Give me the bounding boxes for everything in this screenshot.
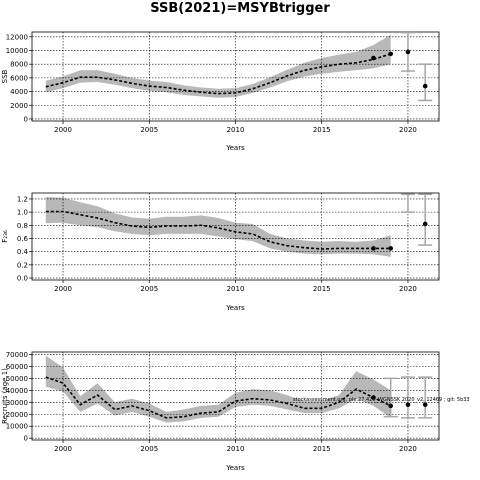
x-tick-label: 2015: [313, 285, 331, 293]
x-tick-label: 2000: [54, 285, 72, 293]
y-tick-label: 0.8: [17, 222, 28, 230]
x-tick-label: 2010: [227, 445, 245, 453]
forecast-point: [371, 395, 376, 400]
y-tick-label: 6000: [10, 74, 28, 82]
y-tick-label: 0: [24, 115, 28, 123]
forecast-point: [371, 55, 376, 61]
x-tick-label: 2000: [54, 445, 72, 453]
forecast-point: [422, 221, 428, 227]
x-tick-label: 2020: [399, 285, 417, 293]
y-tick-label: 0.4: [17, 248, 29, 256]
y-tick-label: 70000: [6, 351, 28, 359]
forecast-point: [422, 402, 428, 407]
x-tick-label: 2010: [227, 285, 245, 293]
x-axis-label: Years: [225, 464, 245, 472]
forecast-point: [388, 51, 394, 57]
y-tick-label: 30000: [6, 399, 28, 407]
x-tick-label: 2020: [399, 445, 417, 453]
forecast-point: [371, 246, 376, 251]
y-axis-label: Recruits (age 1): [1, 368, 9, 424]
y-tick-label: 10000: [6, 47, 28, 55]
estimate-line: [45, 53, 391, 95]
x-tick-label: 2005: [140, 445, 158, 453]
y-tick-label: 60000: [6, 363, 28, 371]
panel-recruitment: 2000 2005 2010 2015 2020 0 10000 20000 30000 4000…: [1, 351, 440, 472]
footnote: stockassessment.org, ple.27.420_WGNSSK 2…: [293, 397, 470, 403]
x-tick-label: 2005: [140, 285, 158, 293]
confidence-band: [45, 34, 391, 98]
confidence-band: [45, 197, 391, 257]
x-axis-label: Years: [225, 144, 245, 152]
forecast-point: [405, 49, 411, 55]
x-tick-label: 2020: [399, 126, 417, 134]
y-tick-label: 0.0: [17, 275, 28, 283]
y-tick-label: 50000: [6, 375, 28, 383]
y-tick-label: 40000: [6, 387, 28, 395]
y-tick-label: 0: [24, 435, 28, 443]
x-tick-label: 2015: [313, 445, 331, 453]
y-tick-label: 0.2: [17, 261, 28, 269]
estimate-line: [45, 210, 391, 250]
y-axis-label: F₂₃₆: [1, 230, 9, 243]
forecast-point: [388, 403, 394, 409]
panel-f: 2000 2005 2010 2015 2020 0.0 0.2 0.4 0.6 0.8 1.0 1.…: [1, 192, 440, 312]
y-tick-label: 20000: [6, 411, 28, 419]
panel-ssb: 2000 2005 2010 2015 2020 0 2000 4000 6000 8000 100…: [1, 31, 440, 152]
x-axis-label: Years: [225, 304, 245, 312]
y-tick-label: 1.0: [17, 209, 28, 217]
forecast-point: [405, 402, 411, 407]
y-tick-label: 1.2: [17, 195, 28, 203]
x-tick-label: 2015: [313, 126, 331, 134]
forecast-point: [388, 246, 394, 251]
x-tick-label: 2010: [227, 126, 245, 134]
y-axis-label: SSB: [1, 69, 9, 83]
y-tick-label: 0.6: [17, 235, 29, 243]
x-tick-label: 2005: [140, 126, 158, 134]
x-tick-label: 2000: [54, 126, 72, 134]
y-tick-label: 2000: [10, 102, 28, 110]
figure-title: SSB(2021)=MSYBtrigger: [150, 1, 330, 16]
y-tick-label: 12000: [6, 33, 28, 41]
forecast-point: [422, 83, 428, 89]
y-tick-label: 4000: [10, 88, 28, 96]
y-tick-label: 10000: [6, 423, 28, 431]
y-tick-label: 8000: [10, 61, 28, 69]
